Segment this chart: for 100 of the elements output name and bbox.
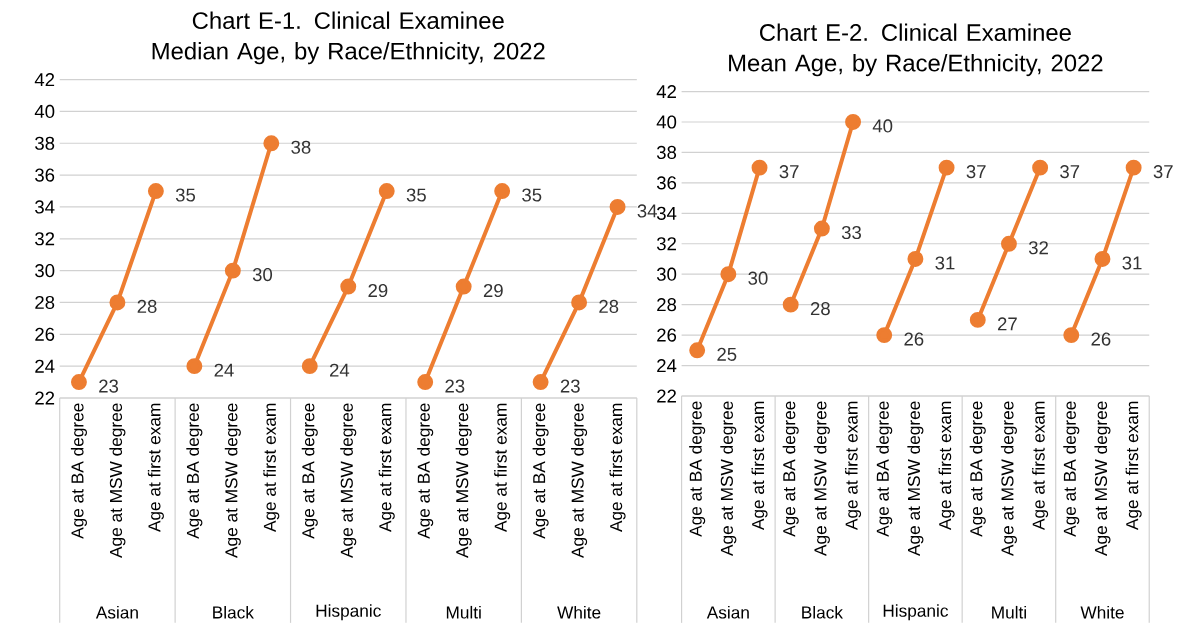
x-tick-label: Age at BA degree: [70, 403, 87, 539]
y-tick-label: 40: [656, 115, 677, 129]
point: [417, 374, 434, 391]
x-tick-label: Age at first exam: [263, 403, 280, 533]
point: [494, 183, 511, 200]
x-tick-label: Age at first exam: [494, 403, 511, 533]
y-tick-label: 32: [35, 232, 55, 246]
point: [301, 358, 318, 375]
point: [720, 266, 737, 283]
text: Hispanic: [316, 604, 381, 621]
point: [907, 251, 924, 268]
x-tick-label: Age at BA degree: [1063, 401, 1080, 537]
point: [109, 294, 126, 311]
x-tick-label: Age at MSW degree: [455, 403, 472, 559]
y-tick-label: 24: [657, 359, 677, 373]
y-tick-label: 36: [35, 168, 55, 182]
x-tick-label: Age at MSW degree: [109, 403, 126, 559]
data-label: 32: [1028, 241, 1048, 255]
data-label: 29: [483, 284, 503, 298]
data-label: 37: [779, 165, 799, 179]
x-tick-label: Age at first exam: [845, 401, 862, 531]
text: White: [1080, 606, 1124, 619]
point: [751, 159, 768, 176]
y-tick-label: 34: [656, 206, 677, 221]
point: [1094, 251, 1111, 268]
point: [378, 183, 395, 200]
data-label: 27: [997, 317, 1017, 331]
point: [689, 342, 706, 359]
text: Asian: [706, 606, 749, 619]
y-tick-label: 22: [657, 389, 676, 403]
data-label: 24: [330, 363, 350, 377]
data-label: 31: [935, 256, 955, 270]
x-tick-label: Age at BA degree: [876, 401, 893, 537]
y-tick-label: 26: [657, 328, 677, 342]
x-tick-label: Age at BA degree: [186, 403, 203, 539]
y-tick-label: 32: [656, 237, 676, 251]
point: [224, 262, 241, 279]
point: [70, 374, 87, 391]
x-tick-label: Age at BA degree: [782, 401, 799, 537]
text: Black: [213, 606, 254, 619]
x-tick-label: Age at MSW degree: [224, 403, 241, 559]
y-tick-label: 42: [656, 85, 676, 99]
point: [938, 159, 955, 176]
data-label: 37: [966, 165, 986, 179]
text: Multi: [446, 606, 481, 619]
text: White: [557, 606, 601, 619]
x-tick-label: Age at first exam: [751, 401, 768, 531]
data-label: 30: [252, 268, 273, 282]
data-label: 23: [445, 379, 465, 393]
data-label: 24: [214, 363, 234, 377]
chart-title: Chart E-1. Clinical Examinee Median Age, by Race/Ethnicity, 2022: [152, 11, 545, 65]
y-tick-label: 38: [656, 145, 677, 160]
y-tick-label: 38: [35, 136, 55, 150]
y-tick-label: 26: [35, 327, 55, 342]
point: [340, 278, 357, 295]
x-tick-label: Age at MSW degree: [720, 401, 737, 557]
point: [455, 278, 472, 295]
y-tick-label: 28: [657, 298, 677, 312]
point: [571, 294, 588, 311]
text: Multi: [992, 606, 1026, 619]
y-tick-label: 42: [34, 73, 55, 87]
point: [813, 220, 830, 237]
data-label: 26: [904, 332, 924, 346]
text: Black: [802, 606, 843, 619]
y-tick-label: 40: [34, 104, 55, 119]
data-label: 30: [748, 271, 768, 285]
chart-title: Chart E-2. Clinical Examinee Mean Age, by Race/Ethnicity, 2022: [729, 23, 1103, 77]
x-tick-label: Age at MSW degree: [340, 403, 357, 559]
y-tick-label: 30: [656, 267, 677, 281]
x-tick-label: Age at BA degree: [532, 403, 549, 539]
x-tick-label: Age at BA degree: [689, 401, 706, 537]
y-tick-label: 34: [35, 200, 55, 214]
data-label: 23: [560, 379, 580, 393]
y-tick-label: 36: [656, 176, 677, 190]
x-tick-label: Age at first exam: [147, 403, 164, 533]
x-tick-label: Age at first exam: [609, 403, 626, 533]
point: [1063, 327, 1080, 344]
data-label: 37: [1060, 165, 1080, 179]
point: [263, 135, 280, 152]
text: Hispanic: [883, 604, 949, 621]
data-label: 31: [1122, 256, 1142, 270]
x-tick-label: Age at first exam: [1125, 401, 1142, 531]
point: [1125, 159, 1142, 176]
y-tick-label: 24: [35, 359, 55, 373]
x-tick-label: Age at first exam: [938, 401, 955, 531]
x-tick-label: Age at MSW degree: [1094, 401, 1111, 557]
data-label: 37: [1153, 165, 1173, 179]
data-label: 25: [717, 347, 737, 362]
data-label: 38: [291, 140, 311, 154]
point: [609, 199, 626, 216]
data-label: 28: [599, 300, 619, 314]
y-tick-label: 22: [35, 391, 55, 405]
x-tick-label: Age at BA degree: [417, 403, 434, 539]
data-label: 34: [637, 204, 657, 218]
x-tick-label: Age at MSW degree: [907, 401, 924, 557]
data-label: 23: [99, 379, 119, 393]
point: [876, 327, 893, 344]
data-label: 33: [841, 226, 861, 240]
x-tick-label: Age at first exam: [1032, 401, 1049, 531]
y-tick-label: 28: [35, 296, 55, 310]
